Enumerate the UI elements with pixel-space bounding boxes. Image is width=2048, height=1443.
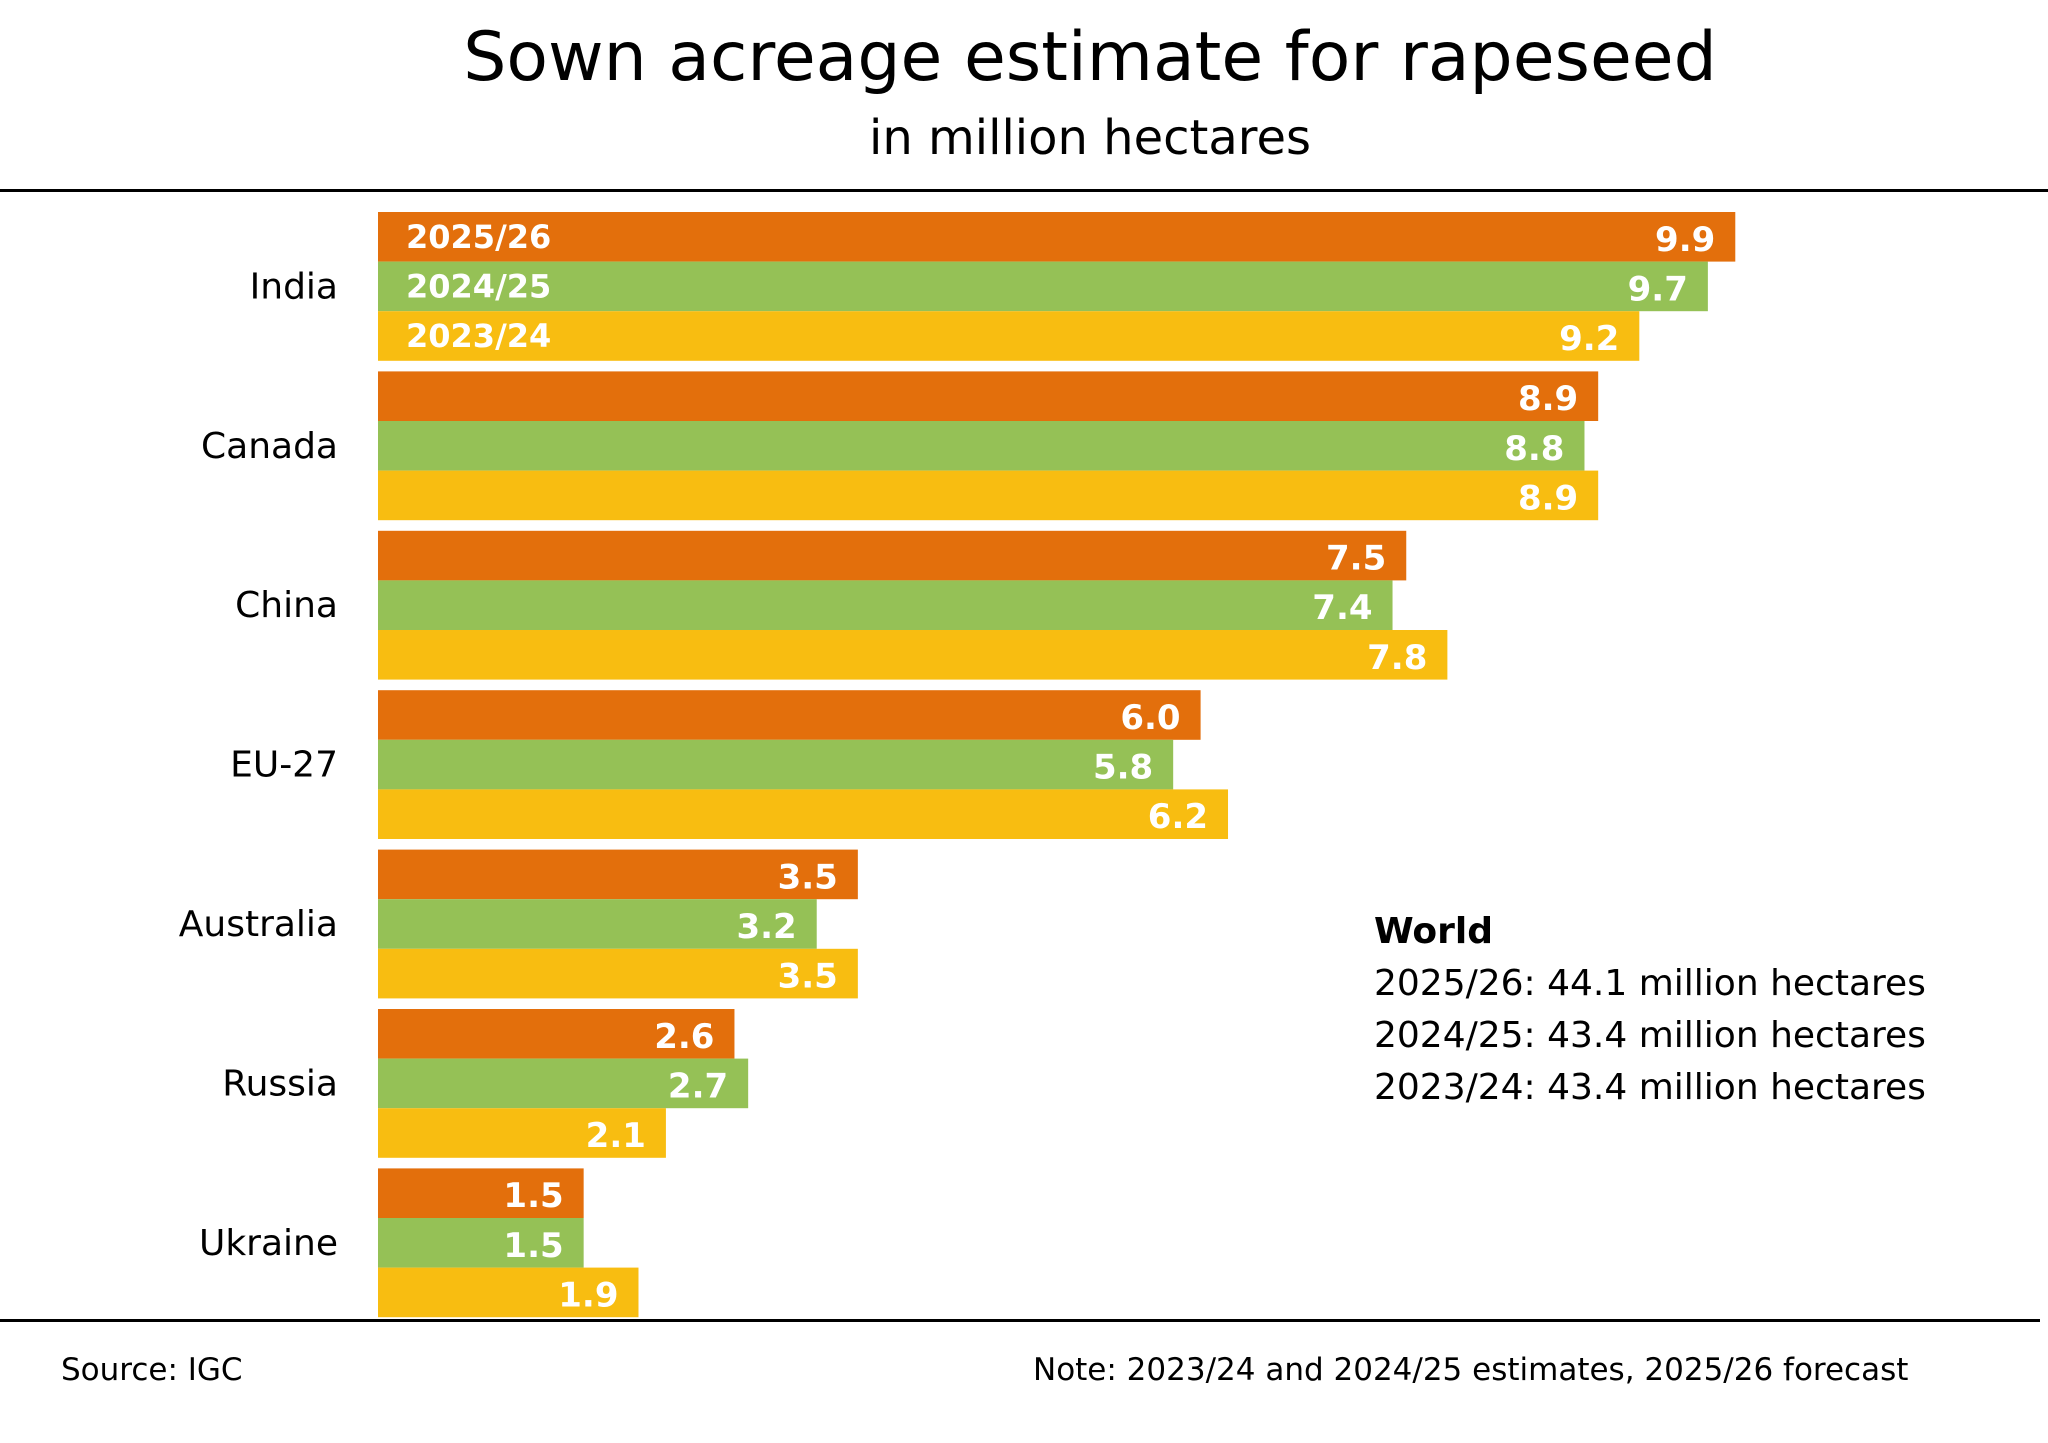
bar-eu-27-2023-24: [378, 789, 1229, 839]
source-note: Source: IGC: [61, 1352, 243, 1388]
value-label-canada-2023-24: 8.9: [1518, 478, 1578, 518]
value-label-russia-2025-26: 2.6: [654, 1017, 714, 1057]
category-label-australia: Australia: [179, 904, 338, 945]
category-label-russia: Russia: [222, 1063, 338, 1104]
value-label-india-2024-25: 9.7: [1628, 269, 1688, 309]
bar-russia-2025-26: [378, 1009, 735, 1059]
bar-canada-2025-26: [378, 371, 1599, 421]
bar-canada-2024-25: [378, 421, 1585, 471]
value-label-ukraine-2025-26: 1.5: [503, 1176, 563, 1216]
bar-china-2023-24: [378, 630, 1448, 680]
world-line-2023-24: 2023/24: 43.4 million hectares: [1374, 1067, 1926, 1108]
bar-group-eu-27: EU-27 6.0 5.8 6.2: [230, 690, 1229, 839]
bar-australia-2025-26: [378, 849, 858, 900]
chart-title: Sown acreage estimate for rapeseed: [463, 18, 1717, 97]
value-label-ukraine-2024-25: 1.5: [503, 1226, 563, 1266]
world-line-2024-25: 2024/25: 43.4 million hectares: [1374, 1015, 1926, 1056]
value-label-india-2023-24: 9.2: [1559, 319, 1619, 359]
value-label-eu-27-2024-25: 5.8: [1093, 748, 1153, 788]
bar-ukraine-2024-25: [378, 1218, 584, 1268]
bar-china-2024-25: [378, 580, 1393, 630]
bar-canada-2023-24: [378, 470, 1599, 521]
value-label-canada-2024-25: 8.8: [1504, 429, 1564, 469]
bar-russia-2023-24: [378, 1108, 666, 1158]
value-label-australia-2025-26: 3.5: [778, 857, 838, 897]
value-label-india-2025-26: 9.9: [1655, 220, 1715, 260]
footnote: Note: 2023/24 and 2024/25 estimates, 202…: [1033, 1352, 1909, 1388]
category-label-china: China: [235, 585, 338, 626]
bar-australia-2023-24: [378, 948, 858, 999]
value-label-eu-27-2025-26: 6.0: [1120, 698, 1180, 738]
value-label-australia-2023-24: 3.5: [778, 957, 838, 997]
bar-india-2024-25: [378, 261, 1708, 312]
world-summary: World 2025/26: 44.1 million hectares 202…: [1374, 906, 1926, 1114]
bar-group-australia: Australia 3.5 3.2 3.5: [179, 849, 858, 999]
bottom-divider: [0, 1319, 2040, 1322]
world-heading: World: [1374, 911, 1494, 952]
top-divider: [0, 189, 2048, 192]
value-label-eu-27-2023-24: 6.2: [1148, 797, 1208, 837]
value-label-russia-2024-25: 2.7: [668, 1066, 728, 1106]
bar-group-canada: Canada 8.9 8.8 8.9: [201, 371, 1599, 521]
legend-label-2025-26: 2025/26: [406, 218, 551, 256]
category-label-canada: Canada: [201, 426, 338, 467]
value-label-china-2025-26: 7.5: [1326, 539, 1386, 579]
bar-india-2023-24: [378, 311, 1640, 361]
bar-group-russia: Russia 2.6 2.7 2.1: [222, 1009, 749, 1158]
bar-ukraine-2023-24: [378, 1267, 639, 1318]
value-label-china-2024-25: 7.4: [1312, 588, 1372, 628]
category-label-eu-27: EU-27: [230, 745, 338, 786]
legend-label-2023-24: 2023/24: [406, 317, 551, 355]
bar-group-china: China 7.5 7.4 7.8: [235, 530, 1448, 680]
bar-ukraine-2025-26: [378, 1168, 584, 1218]
world-line-2025-26: 2025/26: 44.1 million hectares: [1374, 963, 1926, 1004]
bar-russia-2024-25: [378, 1058, 749, 1109]
bar-group-ukraine: Ukraine 1.5 1.5 1.9: [199, 1168, 639, 1318]
value-label-china-2023-24: 7.8: [1367, 638, 1427, 678]
chart-subtitle: in million hectares: [869, 110, 1311, 166]
value-label-russia-2023-24: 2.1: [586, 1116, 646, 1156]
value-label-ukraine-2023-24: 1.9: [558, 1275, 618, 1315]
bar-india-2025-26: [378, 212, 1736, 262]
bar-china-2025-26: [378, 530, 1407, 581]
bar-eu-27-2025-26: [378, 690, 1201, 740]
category-label-ukraine: Ukraine: [199, 1223, 338, 1264]
bar-eu-27-2024-25: [378, 739, 1174, 790]
bar-australia-2024-25: [378, 899, 817, 949]
value-label-canada-2025-26: 8.9: [1518, 379, 1578, 419]
value-label-australia-2024-25: 3.2: [736, 907, 796, 947]
legend-label-2024-25: 2024/25: [406, 267, 551, 305]
category-label-india: India: [250, 266, 338, 307]
bar-group-india: India 9.9 2025/26 9.7 2024/25 9.2 2023/24: [250, 212, 1736, 361]
